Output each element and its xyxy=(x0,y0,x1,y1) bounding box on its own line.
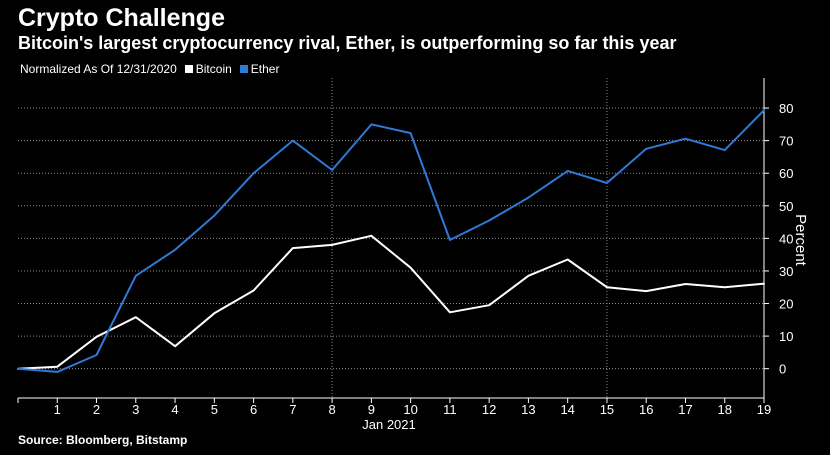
legend-label-bitcoin: Bitcoin xyxy=(195,61,232,76)
y-tick-label: 70 xyxy=(779,134,793,149)
y-tick-label: 50 xyxy=(779,199,793,214)
x-tick-label: 3 xyxy=(132,402,139,417)
x-tick-label: 7 xyxy=(289,402,296,417)
series-line-ether xyxy=(17,109,765,373)
x-tick-label: 18 xyxy=(718,402,732,417)
x-tick-label: 10 xyxy=(403,402,417,417)
legend-swatch-bitcoin xyxy=(184,64,193,73)
y-tick-label: 80 xyxy=(779,101,793,116)
y-tick-label: 10 xyxy=(779,329,793,344)
series-line-bitcoin xyxy=(17,234,765,370)
grid xyxy=(18,78,764,398)
y-tick-label: 60 xyxy=(779,166,793,181)
legend-label-ether: Ether xyxy=(250,61,280,76)
y-tick-label: 40 xyxy=(779,231,793,246)
x-tick-label: 9 xyxy=(368,402,375,417)
x-tick-label: 8 xyxy=(328,402,335,417)
y-axis-label: Percent xyxy=(792,214,809,267)
y-tick-label: 30 xyxy=(779,264,793,279)
y-tick-label: 20 xyxy=(779,297,793,312)
x-tick-label: 12 xyxy=(482,402,496,417)
x-tick-label: 19 xyxy=(757,402,771,417)
series-group xyxy=(17,109,765,373)
x-tick-label: 15 xyxy=(600,402,614,417)
source-note: Source: Bloomberg, Bitstamp xyxy=(18,433,188,447)
chart-title: Crypto Challenge xyxy=(18,4,225,32)
x-tick-label: 1 xyxy=(54,402,61,417)
x-tick-label: 5 xyxy=(211,402,218,417)
x-tick-label: 14 xyxy=(560,402,574,417)
x-tick-label: 6 xyxy=(250,402,257,417)
legend-note: Normalized As Of 12/31/2020 xyxy=(20,61,177,76)
x-tick-label: 13 xyxy=(521,402,535,417)
x-tick-label: 11 xyxy=(443,402,457,417)
x-tick-label: 4 xyxy=(171,402,178,417)
legend: Normalized As Of 12/31/2020 Bitcoin Ether xyxy=(20,61,279,76)
chart-subtitle: Bitcoin's largest cryptocurrency rival, … xyxy=(18,33,677,53)
legend-swatch-ether xyxy=(239,64,248,73)
x-tick-label: 2 xyxy=(93,402,100,417)
x-tick-label: 17 xyxy=(678,402,692,417)
y-tick-label: 0 xyxy=(779,362,786,377)
x-tick-label: 16 xyxy=(639,402,653,417)
x-axis-label: Jan 2021 xyxy=(362,417,416,430)
